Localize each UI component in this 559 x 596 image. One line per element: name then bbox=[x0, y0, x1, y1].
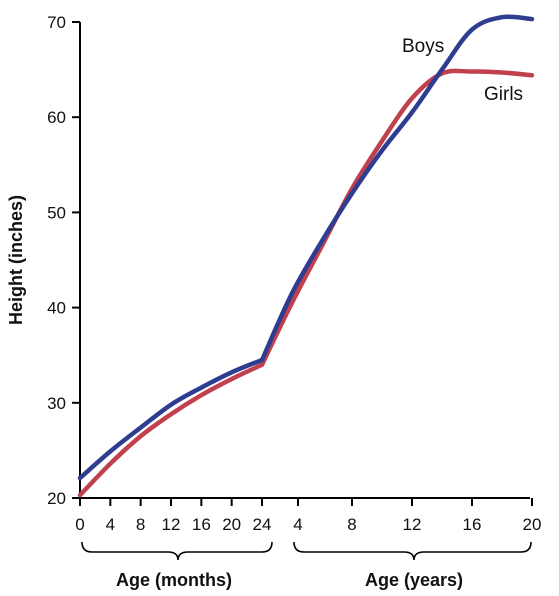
y-tick-label: 30 bbox=[47, 394, 66, 413]
x-axis-title-years: Age (years) bbox=[365, 570, 463, 590]
x-tick-label: 16 bbox=[463, 515, 482, 534]
x-tick-label: 8 bbox=[347, 515, 356, 534]
x-axis-ticks: 0 4 8 12 16 20 24 4 8 12 16 20 bbox=[75, 498, 541, 534]
x-tick-label: 12 bbox=[403, 515, 422, 534]
y-axis-ticks: 20 30 40 50 60 70 bbox=[47, 13, 80, 508]
years-bracket bbox=[293, 541, 532, 561]
y-tick-label: 40 bbox=[47, 299, 66, 318]
months-bracket bbox=[81, 541, 273, 561]
x-tick-label: 0 bbox=[75, 515, 84, 534]
y-tick-label: 50 bbox=[47, 203, 66, 222]
series-line-girls-months bbox=[77, 362, 265, 498]
series-line-boys-months bbox=[77, 357, 265, 481]
x-tick-label: 16 bbox=[192, 515, 211, 534]
x-tick-label: 4 bbox=[106, 515, 115, 534]
x-axis-title-months: Age (months) bbox=[116, 570, 232, 590]
series-lines bbox=[77, 14, 535, 498]
y-tick-label: 70 bbox=[47, 13, 66, 32]
x-tick-label: 24 bbox=[253, 515, 272, 534]
x-tick-label: 8 bbox=[136, 515, 145, 534]
y-tick-label: 20 bbox=[47, 489, 66, 508]
y-tick-label: 60 bbox=[47, 108, 66, 127]
series-line-boys-years bbox=[259, 14, 535, 363]
series-line-girls-years bbox=[259, 68, 535, 367]
x-tick-label: 12 bbox=[162, 515, 181, 534]
x-tick-label: 4 bbox=[293, 515, 302, 534]
series-label-boys: Boys bbox=[402, 36, 444, 57]
y-axis-title: Height (inches) bbox=[6, 195, 26, 325]
series-label-girls: Girls bbox=[484, 84, 523, 105]
x-tick-label: 20 bbox=[523, 515, 542, 534]
x-tick-label: 20 bbox=[222, 515, 241, 534]
